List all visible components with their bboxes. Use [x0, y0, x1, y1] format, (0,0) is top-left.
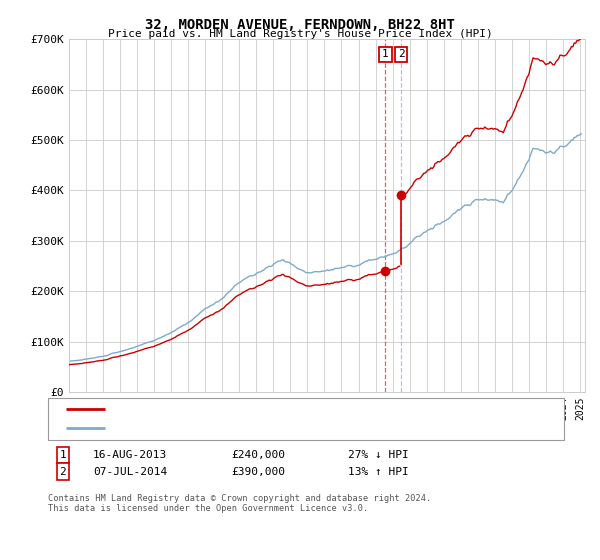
Text: 1: 1: [382, 49, 389, 59]
Text: Price paid vs. HM Land Registry's House Price Index (HPI): Price paid vs. HM Land Registry's House …: [107, 29, 493, 39]
Text: 32, MORDEN AVENUE, FERNDOWN, BH22 8HT: 32, MORDEN AVENUE, FERNDOWN, BH22 8HT: [145, 18, 455, 32]
Text: 16-AUG-2013: 16-AUG-2013: [93, 450, 167, 460]
Text: 2: 2: [59, 466, 67, 477]
Text: 1: 1: [59, 450, 67, 460]
Text: 13% ↑ HPI: 13% ↑ HPI: [348, 466, 409, 477]
Text: £390,000: £390,000: [231, 466, 285, 477]
Text: 32, MORDEN AVENUE, FERNDOWN, BH22 8HT (detached house): 32, MORDEN AVENUE, FERNDOWN, BH22 8HT (d…: [111, 404, 449, 414]
Text: Contains HM Land Registry data © Crown copyright and database right 2024.
This d: Contains HM Land Registry data © Crown c…: [48, 494, 431, 514]
Text: 2: 2: [398, 49, 404, 59]
Text: 27% ↓ HPI: 27% ↓ HPI: [348, 450, 409, 460]
Text: HPI: Average price, detached house, Dorset: HPI: Average price, detached house, Dors…: [111, 423, 373, 433]
Text: £240,000: £240,000: [231, 450, 285, 460]
Text: 07-JUL-2014: 07-JUL-2014: [93, 466, 167, 477]
